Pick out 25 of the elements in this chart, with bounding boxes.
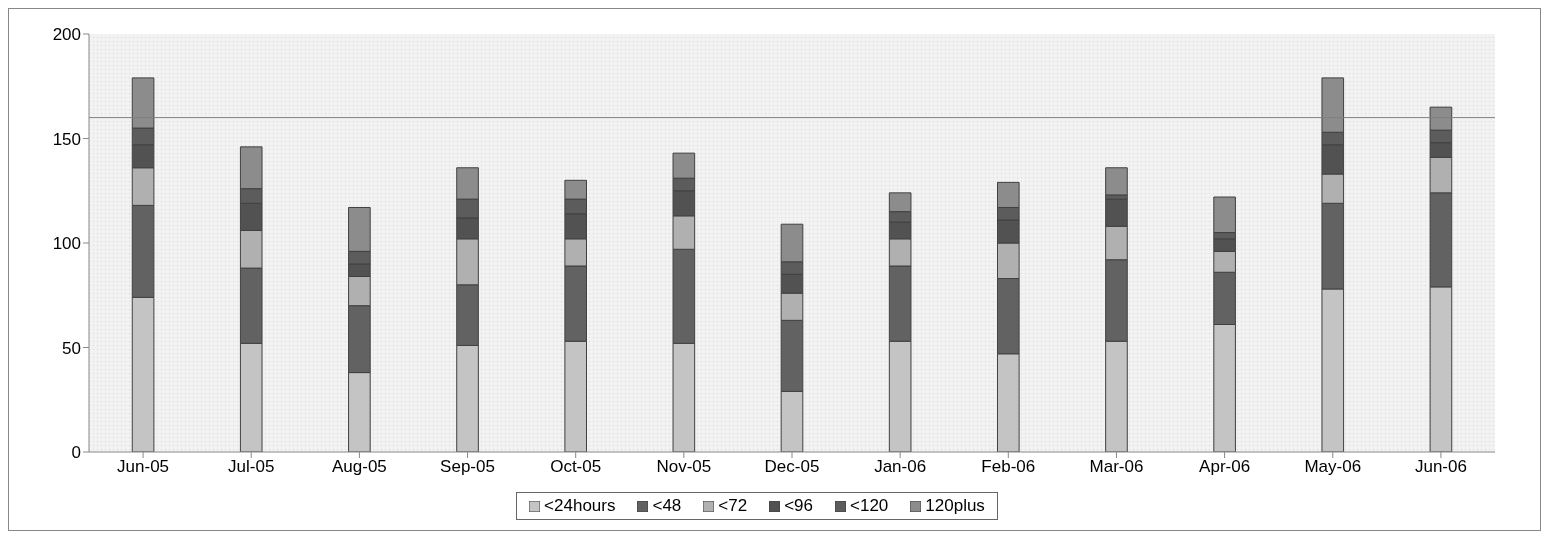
x-tick-label: Nov-05 <box>656 457 712 477</box>
legend-label: <120 <box>849 496 889 516</box>
y-tick-label: 50 <box>62 338 81 358</box>
y-tick-label: 0 <box>71 443 81 463</box>
y-tick-label: 200 <box>52 25 81 45</box>
legend-label: <72 <box>717 496 748 516</box>
x-tick-label: Jul-05 <box>228 457 275 477</box>
x-tick-label: May-06 <box>1304 457 1362 477</box>
legend-label: <96 <box>783 496 814 516</box>
x-tick-label: Feb-06 <box>981 457 1036 477</box>
x-tick-label: Jun-05 <box>117 457 170 477</box>
x-tick-label: Jan-06 <box>874 457 927 477</box>
x-tick-label: Apr-06 <box>1199 457 1251 477</box>
legend-label: <48 <box>651 496 682 516</box>
legend-label: <24hours <box>543 496 616 516</box>
bar <box>1105 167 1128 196</box>
x-tick-label: Aug-05 <box>331 457 387 477</box>
x-tick-label: Jun-06 <box>1414 457 1467 477</box>
legend-label: 120plus <box>924 496 985 516</box>
x-tick-label: Oct-05 <box>550 457 602 477</box>
y-tick-label: 150 <box>52 129 81 149</box>
x-tick-label: Dec-05 <box>764 457 820 477</box>
x-tick-label: Sep-05 <box>440 457 495 477</box>
x-tick-label: Mar-06 <box>1089 457 1144 477</box>
y-tick-label: 100 <box>52 234 81 254</box>
